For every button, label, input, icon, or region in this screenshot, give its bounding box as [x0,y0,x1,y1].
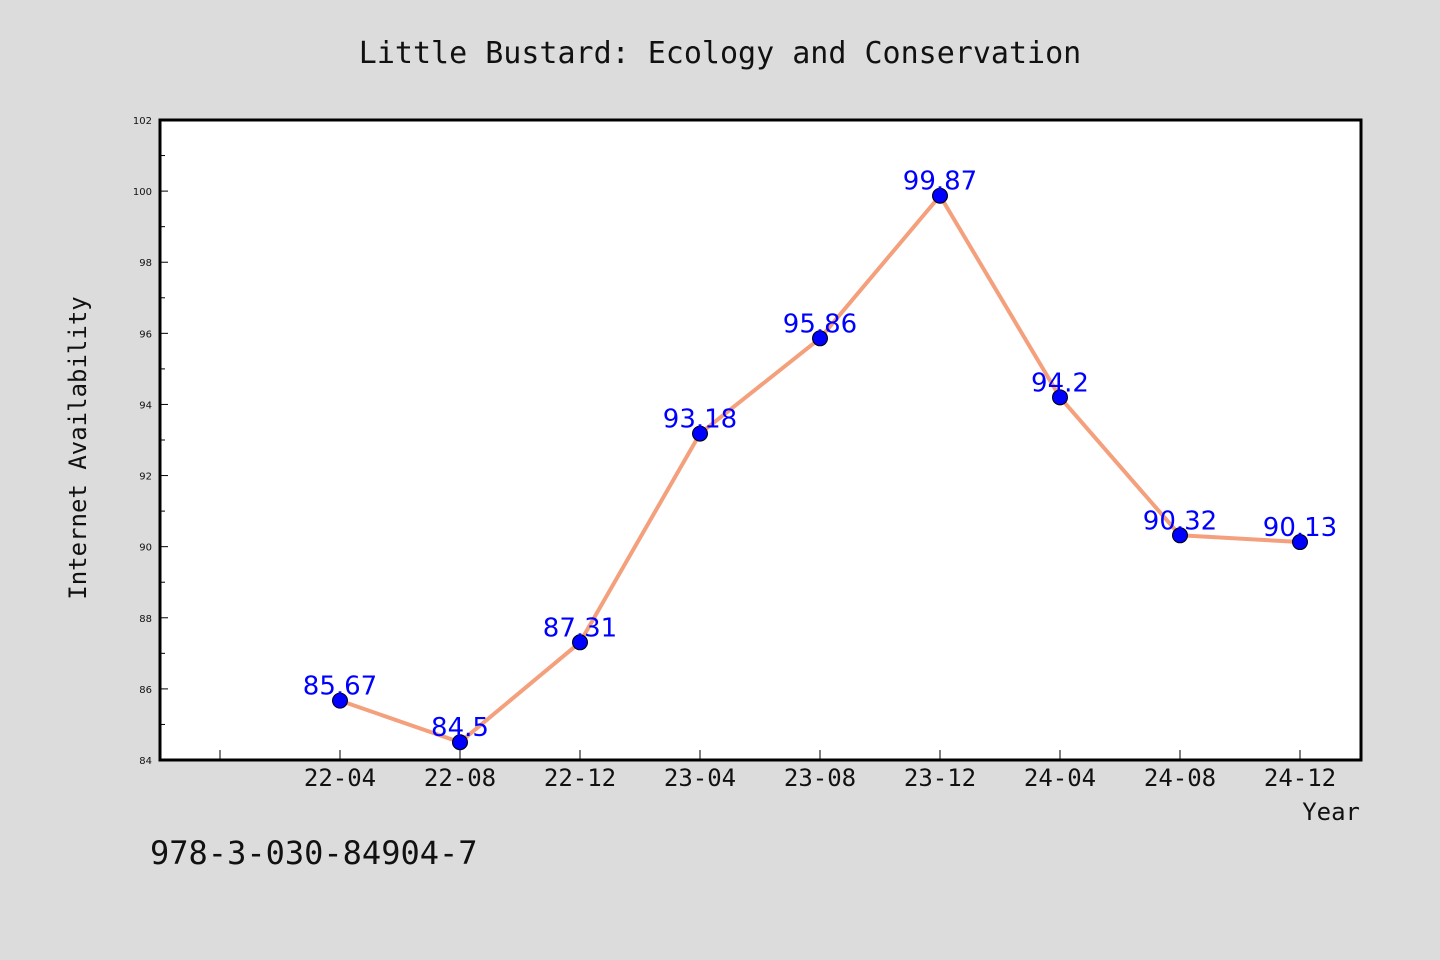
plot-border [158,118,1363,762]
data-point [812,330,828,347]
chart-title: Little Bustard: Ecology and Conservation [359,36,1081,71]
data-point [1052,389,1068,406]
y-tick-label: 100 [133,187,152,198]
series-markers-group [332,187,1308,751]
y-tick-label: 88 [139,614,152,625]
data-point [332,692,348,709]
y-axis-label: Internet Availability [64,296,92,599]
data-point [452,734,468,751]
x-tick-label: 22-04 [304,764,376,792]
isbn-text: 978-3-030-84904-7 [150,834,478,872]
x-tick-label: 23-12 [904,764,976,792]
data-labels-group: 85.67 84.5 87.31 93.18 95.86 99.87 94.2 90.32 90… [303,167,1337,743]
plot-area [160,120,1361,760]
data-label: 85.67 [303,672,377,702]
y-tick-label: 102 [133,116,152,127]
data-point [692,425,708,442]
data-point [1292,534,1308,551]
y-tick-label: 98 [139,258,152,269]
x-tick-label: 24-04 [1024,764,1096,792]
data-label: 99.87 [903,167,977,197]
data-label: 90.32 [1143,506,1217,536]
y-tick-label: 86 [139,685,152,696]
data-label: 87.31 [543,613,617,643]
data-point [932,187,948,204]
x-tick-label: 22-12 [544,764,616,792]
data-label: 90.13 [1263,513,1337,543]
data-label: 95.86 [783,309,857,339]
x-tick-label: 24-12 [1264,764,1336,792]
x-tick-label: 23-04 [664,764,736,792]
x-axis-ticks: 22-04 22-08 22-12 23-04 23-08 23-12 24-04 24-08… [219,750,1336,792]
y-tick-label: 94 [139,400,152,411]
x-tick-label: 23-08 [784,764,856,792]
y-tick-label: 84 [139,756,152,767]
x-tick-label: 22-08 [424,764,496,792]
y-tick-label: 96 [139,329,152,340]
y-tick-label: 92 [139,472,152,483]
x-axis-label: Year [1302,798,1360,826]
data-label: 93.18 [663,405,737,435]
data-point [572,634,588,651]
data-label: 84.5 [431,713,489,743]
data-label: 94.2 [1031,368,1089,398]
x-tick-label: 24-08 [1144,764,1216,792]
data-point [1172,527,1188,544]
y-tick-label: 90 [139,543,152,554]
